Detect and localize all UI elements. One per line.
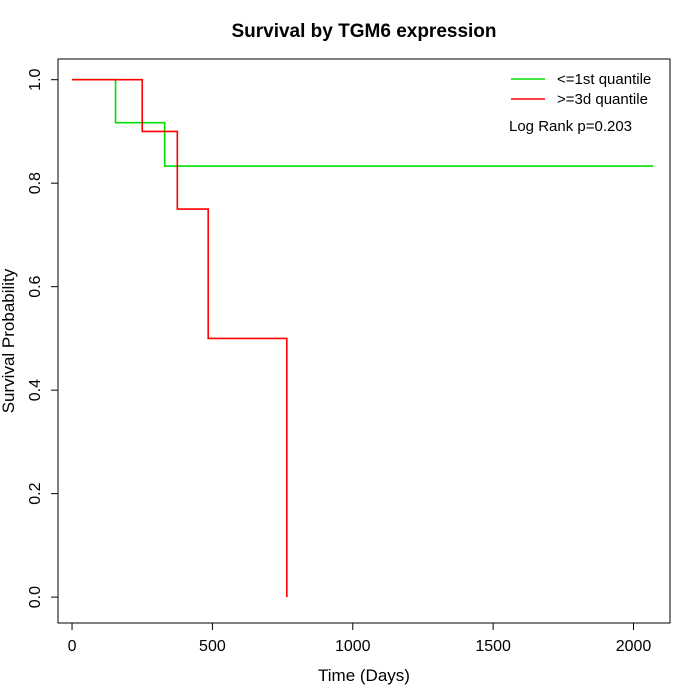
legend: <=1st quantile >=3d quantile xyxy=(511,71,651,108)
series-layer xyxy=(72,78,654,598)
x-tick-label: 500 xyxy=(199,638,226,655)
legend-label-2: >=3d quantile xyxy=(557,91,648,108)
x-tick-label: 1000 xyxy=(335,638,371,655)
x-axis: 0 500 1000 1500 2000 xyxy=(68,622,652,655)
x-tick-label: 1500 xyxy=(475,638,511,655)
plot-frame xyxy=(57,58,671,624)
y-axis-label: Survival Probability xyxy=(0,268,18,413)
y-axis: 0.0 0.2 0.4 0.6 0.8 1.0 xyxy=(27,68,59,608)
series-line-2 xyxy=(72,78,288,598)
legend-label-1: <=1st quantile xyxy=(557,71,651,88)
y-tick-label: 1.0 xyxy=(27,68,44,90)
y-tick-label: 0.6 xyxy=(27,275,44,297)
chart-title: Survival by TGM6 expression xyxy=(231,21,496,42)
log-rank-annotation: Log Rank p=0.203 xyxy=(509,118,632,135)
x-tick-label: 0 xyxy=(68,638,77,655)
y-tick-label: 0.8 xyxy=(27,172,44,194)
x-axis-label: Time (Days) xyxy=(318,666,410,685)
y-tick-label: 0.4 xyxy=(27,379,44,401)
x-tick-label: 2000 xyxy=(616,638,652,655)
y-tick-label: 0.2 xyxy=(27,482,44,504)
y-tick-label: 0.0 xyxy=(27,586,44,608)
